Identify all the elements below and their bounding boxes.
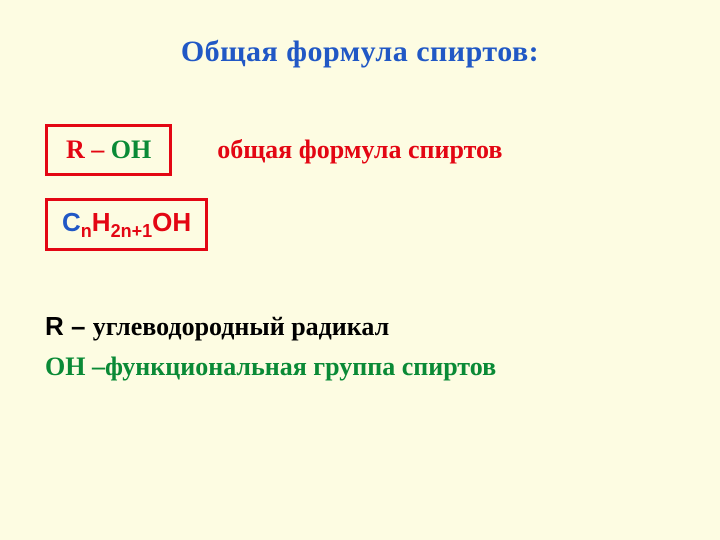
definition-r-text: углеводородный радикал xyxy=(93,312,390,341)
formula-2: CnH2n+1OH xyxy=(62,207,191,237)
definition-r: R – углеводородный радикал xyxy=(45,311,675,342)
formula-box-1: R – ОН xyxy=(45,124,172,176)
slide-title: Общая формула спиртов: xyxy=(45,35,675,69)
formula2-n: n xyxy=(81,221,92,241)
formula-box-2: CnH2n+1OH xyxy=(45,198,208,251)
formula2-2n1: 2n+1 xyxy=(111,221,153,241)
definition-oh-text: функциональная группа спиртов xyxy=(105,352,496,381)
formula2-oh: OH xyxy=(152,207,191,237)
definition-r-prefix: R – xyxy=(45,311,93,341)
formula-description-1: общая формула спиртов xyxy=(217,135,502,165)
formula2-c: C xyxy=(62,207,81,237)
formula1-oh: ОН xyxy=(111,135,151,164)
formula1-r: R – xyxy=(66,135,111,164)
formula2-h: H xyxy=(92,207,111,237)
formula-row-1: R – ОН общая формула спиртов xyxy=(45,124,675,176)
definition-oh: ОН –функциональная группа спиртов xyxy=(45,352,675,382)
definition-oh-prefix: ОН – xyxy=(45,352,105,381)
formula-1: R – ОН xyxy=(66,135,151,164)
